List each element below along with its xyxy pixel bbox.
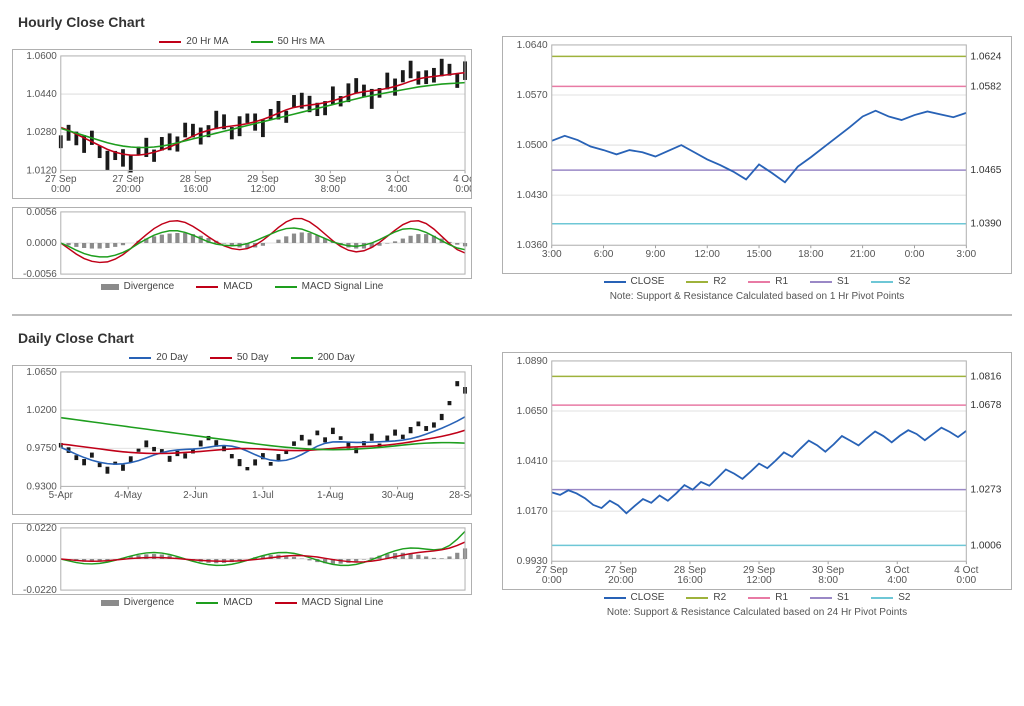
legend-item: MACD Signal Line (275, 597, 384, 608)
svg-text:1.0465: 1.0465 (970, 165, 1001, 176)
svg-text:-0.0220: -0.0220 (23, 585, 57, 594)
legend-item: S1 (810, 592, 849, 603)
chart-daily-sr: 0.99301.01701.04101.06501.089027 Sep0:00… (502, 352, 1012, 590)
svg-text:4-May: 4-May (114, 490, 142, 501)
legend-daily-sr: CLOSE R2 R1 S1 S2 (502, 592, 1012, 603)
section-divider (12, 314, 1012, 316)
svg-text:30-Aug: 30-Aug (382, 490, 414, 501)
chart-hourly-macd: -0.0056 0.0000 0.0056 (12, 207, 472, 279)
svg-text:0.0056: 0.0056 (26, 208, 57, 218)
svg-text:4:00: 4:00 (887, 575, 907, 586)
svg-text:0.0000: 0.0000 (26, 554, 57, 565)
svg-text:3:00: 3:00 (956, 249, 976, 260)
svg-text:1.0624: 1.0624 (970, 51, 1001, 62)
svg-text:28-Sep: 28-Sep (449, 490, 471, 501)
hourly-panel: 20 Hr MA50 Hrs MA 1.01201.02801.04401.06… (12, 36, 1012, 302)
svg-text:0:00: 0:00 (455, 184, 471, 195)
svg-text:1.0430: 1.0430 (517, 190, 548, 201)
svg-text:16:00: 16:00 (183, 184, 208, 195)
svg-text:12:00: 12:00 (250, 184, 275, 195)
svg-text:1.0816: 1.0816 (970, 371, 1001, 382)
legend-daily-main: 20 Day 50 Day 200 Day (12, 352, 472, 363)
svg-text:0:00: 0:00 (956, 575, 976, 586)
svg-text:0.9750: 0.9750 (26, 443, 57, 454)
legend-item: 50 Day (210, 352, 269, 363)
legend-item: 50 Hrs MA (251, 36, 325, 47)
svg-text:1.0650: 1.0650 (26, 367, 57, 378)
svg-text:8:00: 8:00 (321, 184, 341, 195)
svg-text:1.0170: 1.0170 (517, 506, 548, 517)
svg-text:1.0440: 1.0440 (26, 89, 57, 100)
svg-text:1.0006: 1.0006 (970, 540, 1001, 551)
svg-text:1.0678: 1.0678 (970, 400, 1001, 411)
legend-item: Divergence (101, 281, 175, 292)
svg-text:2-Jun: 2-Jun (183, 490, 208, 501)
svg-text:0:00: 0:00 (905, 249, 925, 260)
section-title-hourly: Hourly Close Chart (18, 14, 1012, 30)
chart-hourly-main: 1.01201.02801.04401.060027 Sep0:0027 Sep… (12, 49, 472, 199)
legend-item: R2 (686, 276, 726, 287)
svg-text:1-Aug: 1-Aug (317, 490, 344, 501)
chart-hourly-sr: 1.03601.04301.05001.05701.06403:006:009:… (502, 36, 1012, 274)
legend-item: S2 (871, 592, 910, 603)
svg-text:1.0200: 1.0200 (26, 405, 57, 416)
legend-hourly-main: 20 Hr MA 50 Hrs MA (12, 36, 472, 47)
svg-text:5-Apr: 5-Apr (49, 490, 74, 501)
svg-text:1-Jul: 1-Jul (252, 490, 274, 501)
svg-text:15:00: 15:00 (746, 249, 772, 260)
svg-text:1.0600: 1.0600 (26, 51, 57, 62)
svg-text:8:00: 8:00 (818, 575, 838, 586)
svg-text:1.0890: 1.0890 (517, 356, 548, 367)
svg-text:0:00: 0:00 (51, 184, 71, 195)
svg-text:1.0410: 1.0410 (517, 456, 548, 467)
svg-text:21:00: 21:00 (850, 249, 876, 260)
svg-text:1.0390: 1.0390 (970, 219, 1001, 230)
legend-item: MACD (196, 597, 252, 608)
legend-item: 20 Hr MA (159, 36, 228, 47)
svg-text:1.0640: 1.0640 (517, 40, 548, 51)
note-daily-sr: Note: Support & Resistance Calculated ba… (502, 607, 1012, 618)
svg-text:1.0280: 1.0280 (26, 127, 57, 138)
svg-text:0:00: 0:00 (542, 575, 562, 586)
svg-text:-0.0056: -0.0056 (23, 269, 57, 278)
svg-text:12:00: 12:00 (695, 249, 721, 260)
legend-item: S1 (810, 276, 849, 287)
svg-text:4:00: 4:00 (388, 184, 408, 195)
chart-daily-macd: -0.0220 0.0000 0.0220 (12, 523, 472, 595)
legend-item: R1 (748, 276, 788, 287)
section-title-daily: Daily Close Chart (18, 330, 1012, 346)
legend-hourly-macd: Divergence MACD MACD Signal Line (12, 281, 472, 292)
legend-item: 200 Day (291, 352, 355, 363)
svg-text:20:00: 20:00 (608, 575, 634, 586)
svg-text:18:00: 18:00 (798, 249, 824, 260)
svg-text:3:00: 3:00 (542, 249, 562, 260)
legend-hourly-sr: CLOSE R2 R1 S1 S2 (502, 276, 1012, 287)
svg-text:0.0000: 0.0000 (26, 238, 57, 249)
legend-item: CLOSE (604, 592, 665, 603)
svg-text:1.0650: 1.0650 (517, 406, 548, 417)
svg-text:1.0582: 1.0582 (970, 81, 1001, 92)
legend-item: 20 Day (129, 352, 188, 363)
legend-item: MACD Signal Line (275, 281, 384, 292)
legend-item: Divergence (101, 597, 175, 608)
legend-daily-macd: Divergence MACD MACD Signal Line (12, 597, 472, 608)
svg-text:1.0273: 1.0273 (970, 485, 1001, 496)
chart-daily-main: 0.93000.97501.02001.06505-Apr4-May2-Jun1… (12, 365, 472, 515)
legend-item: R2 (686, 592, 726, 603)
svg-text:12:00: 12:00 (746, 575, 772, 586)
svg-text:9:00: 9:00 (646, 249, 666, 260)
legend-item: S2 (871, 276, 910, 287)
svg-text:1.0500: 1.0500 (517, 140, 548, 151)
svg-text:6:00: 6:00 (594, 249, 614, 260)
note-hourly-sr: Note: Support & Resistance Calculated ba… (502, 291, 1012, 302)
daily-panel: 20 Day50 Day200 Day 0.93000.97501.02001.… (12, 352, 1012, 618)
legend-item: R1 (748, 592, 788, 603)
legend-item: MACD (196, 281, 252, 292)
svg-text:0.0220: 0.0220 (26, 524, 57, 534)
svg-text:20:00: 20:00 (116, 184, 141, 195)
svg-text:16:00: 16:00 (677, 575, 703, 586)
legend-item: CLOSE (604, 276, 665, 287)
svg-text:1.0570: 1.0570 (517, 90, 548, 101)
